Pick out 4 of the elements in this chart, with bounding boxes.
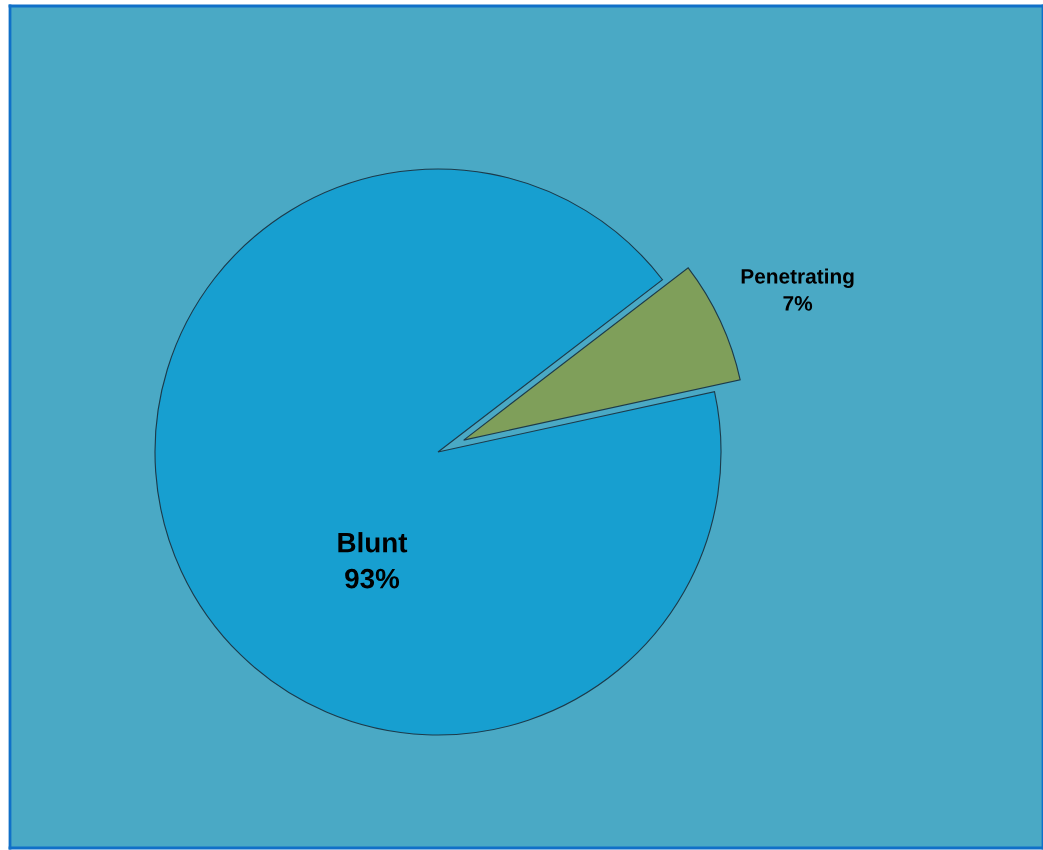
- data-label: 93%: [345, 568, 400, 589]
- slice-label: Penetrating: [741, 268, 854, 288]
- data-label: 7%: [783, 296, 813, 311]
- slice-label: Blunt: [338, 532, 408, 553]
